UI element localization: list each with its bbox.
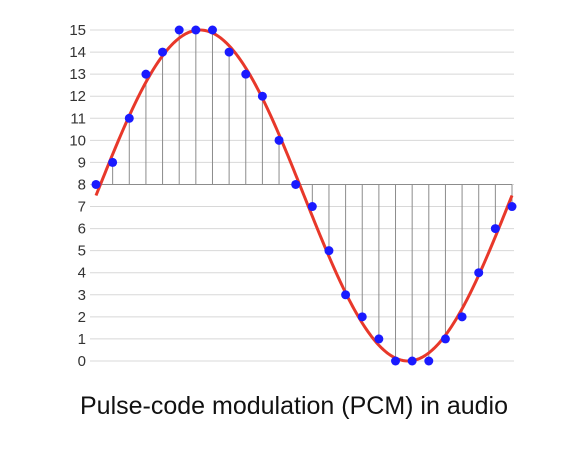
y-tick-label: 3 bbox=[78, 287, 86, 304]
y-tick-label: 8 bbox=[78, 176, 86, 193]
sample-point bbox=[307, 202, 317, 212]
sample-stems bbox=[96, 30, 513, 361]
sample-point bbox=[224, 47, 234, 57]
sample-point bbox=[191, 25, 201, 35]
y-tick-label: 2 bbox=[78, 309, 86, 326]
y-tick-label: 4 bbox=[78, 265, 86, 282]
y-tick-label: 1 bbox=[78, 331, 86, 348]
y-tick-label: 15 bbox=[69, 22, 86, 39]
sample-point bbox=[158, 47, 168, 57]
sample-point bbox=[407, 356, 417, 366]
sample-point bbox=[91, 179, 101, 189]
sample-point bbox=[207, 25, 217, 35]
sample-point bbox=[391, 356, 401, 366]
diagram-caption: Pulse-code modulation (PCM) in audio bbox=[80, 392, 508, 420]
sample-point bbox=[507, 202, 517, 212]
y-tick-label: 9 bbox=[78, 154, 86, 171]
y-tick-label: 5 bbox=[78, 243, 86, 260]
y-tick-label: 10 bbox=[69, 132, 86, 149]
sample-point bbox=[241, 69, 251, 79]
y-tick-label: 13 bbox=[69, 66, 86, 83]
sample-points bbox=[91, 25, 517, 366]
sample-point bbox=[124, 113, 134, 123]
sample-point bbox=[174, 25, 184, 35]
sample-point bbox=[474, 268, 484, 278]
grid-lines bbox=[90, 29, 514, 362]
sample-point bbox=[257, 91, 267, 101]
sample-point bbox=[108, 157, 118, 167]
sample-point bbox=[291, 179, 301, 189]
sample-point bbox=[141, 69, 151, 79]
signal-curve bbox=[94, 28, 514, 363]
sample-point bbox=[424, 356, 434, 366]
y-tick-label: 12 bbox=[69, 88, 86, 105]
y-tick-label: 11 bbox=[70, 110, 86, 127]
sample-point bbox=[341, 290, 351, 300]
y-tick-label: 6 bbox=[78, 221, 86, 238]
y-tick-label: 0 bbox=[78, 353, 86, 370]
sample-point bbox=[274, 135, 284, 145]
sample-point bbox=[357, 312, 367, 322]
y-tick-label: 14 bbox=[69, 44, 86, 61]
sample-point bbox=[490, 224, 500, 234]
sample-point bbox=[324, 246, 334, 256]
sample-point bbox=[374, 334, 384, 344]
sample-point bbox=[440, 334, 450, 344]
y-tick-label: 7 bbox=[78, 199, 86, 216]
sample-point bbox=[457, 312, 467, 322]
